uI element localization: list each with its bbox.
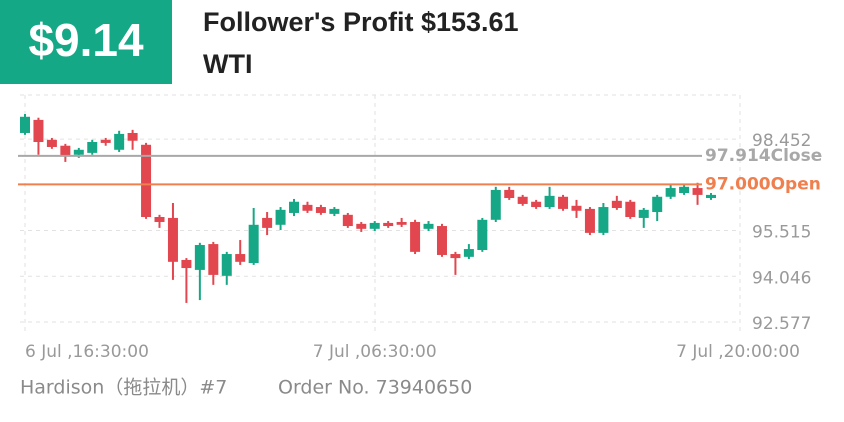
candle-body: [315, 207, 326, 213]
reference-name: Close: [771, 146, 823, 166]
candle-body: [73, 149, 84, 155]
candle-body: [221, 254, 232, 276]
candle-body: [611, 200, 622, 208]
candle-body: [584, 208, 595, 233]
candle-body: [208, 244, 219, 275]
candle-body: [544, 195, 555, 208]
candle-body: [20, 116, 30, 133]
candle-body: [679, 186, 690, 194]
candle-body: [625, 201, 636, 218]
candle-body: [127, 132, 138, 141]
amount-badge: [0, 0, 172, 84]
candle-body: [477, 219, 488, 250]
reference-name: Open: [771, 174, 821, 194]
candle-body: [490, 189, 501, 220]
candle-body: [410, 221, 421, 252]
candle-body: [369, 222, 380, 229]
candle-body: [423, 223, 434, 229]
y-tick-label: 95.515: [752, 223, 811, 243]
candle-body: [638, 209, 649, 218]
x-tick-label: 7 Jul ,06:30:00: [313, 342, 437, 362]
candle-body: [167, 217, 178, 262]
candle-body: [302, 204, 313, 211]
candle-body: [46, 139, 57, 147]
candle-body: [154, 217, 165, 222]
candle-body: [598, 207, 609, 233]
candle-body: [517, 196, 528, 204]
symbol: WTI: [203, 49, 252, 79]
candle-body: [262, 217, 273, 228]
candle-body: [436, 226, 447, 255]
y-tick-label: 92.577: [752, 314, 811, 334]
candle-body: [504, 189, 515, 199]
candle-body: [114, 133, 125, 150]
trader: Hardison（拖拉机）#7: [20, 377, 227, 399]
candle-body: [100, 139, 111, 143]
candle-body: [329, 208, 340, 214]
amount: $9.14: [28, 14, 144, 66]
candle-body: [396, 221, 407, 225]
candle-body: [181, 259, 192, 269]
candle-body: [33, 119, 44, 142]
candle-body: [60, 145, 71, 157]
candle-body: [342, 214, 353, 227]
candle-body: [235, 254, 246, 262]
candle-body: [275, 209, 286, 225]
candle-body: [531, 201, 542, 208]
y-tick-label: 98.452: [752, 131, 811, 151]
order-number: Order No. 73940650: [278, 377, 472, 399]
candle-body: [289, 201, 300, 213]
candle-body: [558, 196, 569, 209]
candle-body: [463, 249, 474, 257]
candle-body: [692, 188, 703, 195]
candle-body: [665, 188, 676, 197]
reference-value: 97.000: [705, 174, 771, 194]
candle-body: [652, 196, 663, 213]
candle-body: [706, 194, 716, 199]
candle-body: [383, 222, 394, 227]
candle-body: [141, 144, 152, 218]
candle-body: [248, 224, 259, 264]
x-tick-label: 7 Jul ,20:00:00: [676, 342, 800, 362]
candle-body: [194, 245, 205, 270]
candle-body: [87, 141, 98, 153]
x-tick-label: 6 Jul ,16:30:00: [25, 342, 149, 362]
reference-label: 97.000Open: [705, 174, 821, 194]
title: Follower's Profit $153.61: [203, 7, 519, 37]
candle-body: [356, 223, 367, 229]
candle-body: [450, 254, 461, 259]
reference-value: 97.914: [705, 146, 771, 166]
candle-body: [571, 205, 582, 211]
y-tick-label: 94.046: [752, 268, 811, 288]
reference-label: 97.914Close: [705, 146, 822, 166]
